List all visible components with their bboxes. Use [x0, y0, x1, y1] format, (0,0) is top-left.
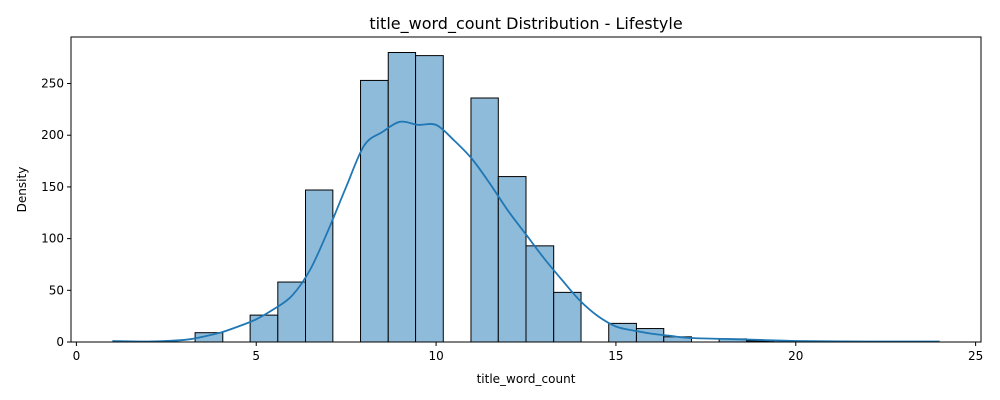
y-tick-label-0: 0	[56, 335, 64, 349]
y-tick-label-150: 150	[41, 180, 64, 194]
x-tick-label-25: 25	[968, 349, 983, 363]
histogram-bar-13	[470, 97, 499, 343]
x-tick-label-5: 5	[252, 349, 260, 363]
x-tick-label-20: 20	[788, 349, 803, 363]
y-axis-label: Density	[15, 167, 29, 213]
histogram-bar-9	[360, 79, 389, 343]
kde-line	[112, 120, 940, 343]
x-tick-label-0: 0	[73, 349, 81, 363]
histogram-bar-16	[553, 291, 582, 343]
x-axis-ticks: 0 5 10 15 20 25	[73, 342, 983, 363]
histogram-bar-15	[525, 245, 555, 343]
x-tick-label-10: 10	[428, 349, 443, 363]
histogram-bar-10	[387, 52, 417, 343]
histogram-bar-11	[415, 55, 444, 343]
histogram-bars	[194, 52, 775, 343]
y-tick-label-100: 100	[41, 232, 64, 246]
y-tick-label-200: 200	[41, 128, 64, 142]
histogram-bar-6	[277, 281, 307, 343]
x-axis-label: title_word_count	[477, 372, 576, 386]
histogram-bar-5	[249, 314, 279, 343]
y-tick-label-250: 250	[41, 77, 64, 91]
y-axis-ticks: 0 50 100 150 200 250	[41, 77, 71, 349]
plot-frame	[70, 36, 982, 343]
histogram-bar-18	[608, 322, 637, 343]
y-tick-label-50: 50	[49, 283, 64, 297]
x-tick-label-15: 15	[608, 349, 623, 363]
chart-title: title_word_count Distribution - Lifestyl…	[369, 14, 682, 34]
histogram-bar-7	[305, 189, 334, 343]
